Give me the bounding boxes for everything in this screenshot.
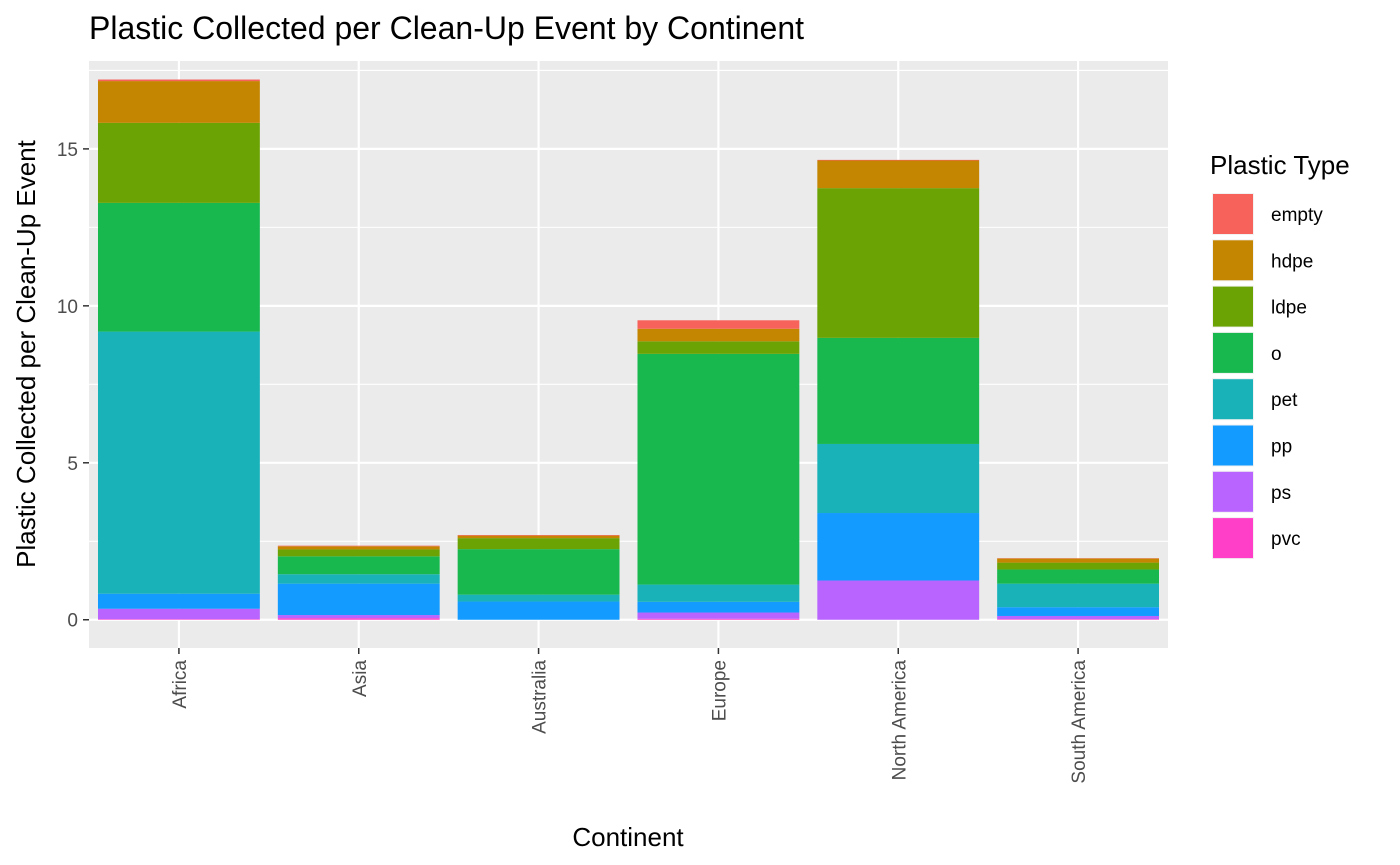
bar-segment-pvc-asia	[277, 618, 440, 620]
bar-segment-empty-australia	[457, 534, 620, 536]
bar-segment-o-europe	[637, 353, 800, 585]
bar-segment-pet-south-america	[997, 583, 1160, 608]
x-axis: Africa Asia Australia Europe North America So…	[170, 648, 1090, 784]
legend-swatch-pp	[1213, 425, 1253, 466]
legend-label-o: o	[1271, 344, 1282, 365]
bar-segment-hdpe-europe	[637, 328, 800, 342]
legend-swatch-ldpe	[1213, 286, 1253, 327]
bar-segment-pet-north-america	[817, 443, 980, 514]
bar-segment-empty-north-america	[817, 159, 980, 161]
bar-segment-ldpe-asia	[277, 549, 440, 557]
bar-segment-hdpe-asia	[277, 546, 440, 550]
bar-segment-o-africa	[97, 202, 260, 332]
bar-segment-o-south-america	[997, 569, 1160, 584]
legend-swatch-hdpe	[1213, 240, 1253, 281]
x-tick-label: Asia	[350, 660, 371, 697]
bar-segment-pp-europe	[637, 601, 800, 613]
legend: empty hdpe ldpe o pet pp ps pvc	[1212, 193, 1323, 560]
bar-segment-ldpe-africa	[97, 122, 260, 203]
bar-segment-pvc-south-america	[997, 619, 1160, 620]
y-tick-label: 0	[67, 611, 78, 632]
bar-segment-ps-europe	[637, 612, 800, 619]
x-tick-label: Europe	[709, 660, 730, 721]
minor-gridlines	[89, 69, 1168, 542]
bar-segment-pp-africa	[97, 593, 260, 609]
y-tick-label: 10	[57, 297, 78, 318]
legend-label-pet: pet	[1271, 390, 1298, 411]
y-axis-title: Plastic Collected per Clean-Up Event	[11, 139, 41, 568]
bar-segment-empty-europe	[637, 320, 800, 329]
bar-segment-empty-asia	[277, 545, 440, 547]
legend-swatch-empty	[1213, 194, 1253, 234]
legend-swatch-o	[1213, 332, 1253, 373]
bar-segment-pp-australia	[457, 601, 620, 620]
bar-segment-hdpe-africa	[97, 81, 260, 123]
bar-segment-o-asia	[277, 556, 440, 575]
x-tick-label: Africa	[170, 660, 191, 709]
bar-segment-pet-africa	[97, 331, 260, 594]
bar-segment-pp-asia	[277, 583, 440, 616]
bar-segment-ldpe-europe	[637, 341, 800, 354]
bar-segment-hdpe-south-america	[997, 558, 1160, 563]
bar-segment-hdpe-australia	[457, 535, 620, 539]
legend-label-ps: ps	[1271, 483, 1291, 504]
y-axis: 0 5 10 15	[57, 140, 89, 632]
bar-segment-pet-asia	[277, 574, 440, 584]
y-tick-label: 5	[67, 454, 78, 475]
bar-segment-pet-europe	[637, 584, 800, 602]
x-tick-label: North America	[889, 660, 910, 781]
legend-swatch-pvc	[1213, 518, 1253, 559]
bars	[97, 79, 1160, 620]
x-tick-label: South America	[1069, 660, 1090, 784]
legend-title: Plastic Type	[1210, 150, 1350, 180]
legend-label-ldpe: ldpe	[1271, 298, 1307, 319]
bar-segment-pp-north-america	[817, 513, 980, 581]
bar-segment-o-australia	[457, 549, 620, 595]
bar-segment-ldpe-south-america	[997, 562, 1160, 570]
legend-swatch-ps	[1213, 471, 1253, 512]
plot-panel	[89, 61, 1168, 648]
bar-segment-o-north-america	[817, 337, 980, 444]
chart-title: Plastic Collected per Clean-Up Event by …	[89, 10, 804, 46]
bar-segment-ps-asia	[277, 615, 440, 619]
bar-segment-hdpe-north-america	[817, 160, 980, 189]
bar-segment-pvc-europe	[637, 618, 800, 620]
x-tick-label: Australia	[530, 660, 551, 734]
legend-label-hdpe: hdpe	[1271, 251, 1313, 272]
bar-segment-ps-africa	[97, 608, 260, 620]
legend-label-empty: empty	[1271, 205, 1323, 226]
legend-swatch-pet	[1213, 379, 1253, 420]
bar-segment-empty-africa	[97, 79, 260, 82]
y-tick-label: 15	[57, 140, 78, 161]
bar-segment-pp-south-america	[997, 607, 1160, 616]
bar-segment-pet-australia	[457, 594, 620, 602]
legend-label-pvc: pvc	[1271, 529, 1301, 550]
legend-label-pp: pp	[1271, 437, 1292, 458]
bar-segment-ldpe-north-america	[817, 188, 980, 338]
bar-segment-ps-north-america	[817, 580, 980, 620]
bar-segment-ldpe-australia	[457, 538, 620, 550]
bar-segment-ps-south-america	[997, 615, 1160, 620]
x-axis-title: Continent	[572, 822, 684, 852]
bar-segment-pvc-africa	[97, 619, 260, 620]
